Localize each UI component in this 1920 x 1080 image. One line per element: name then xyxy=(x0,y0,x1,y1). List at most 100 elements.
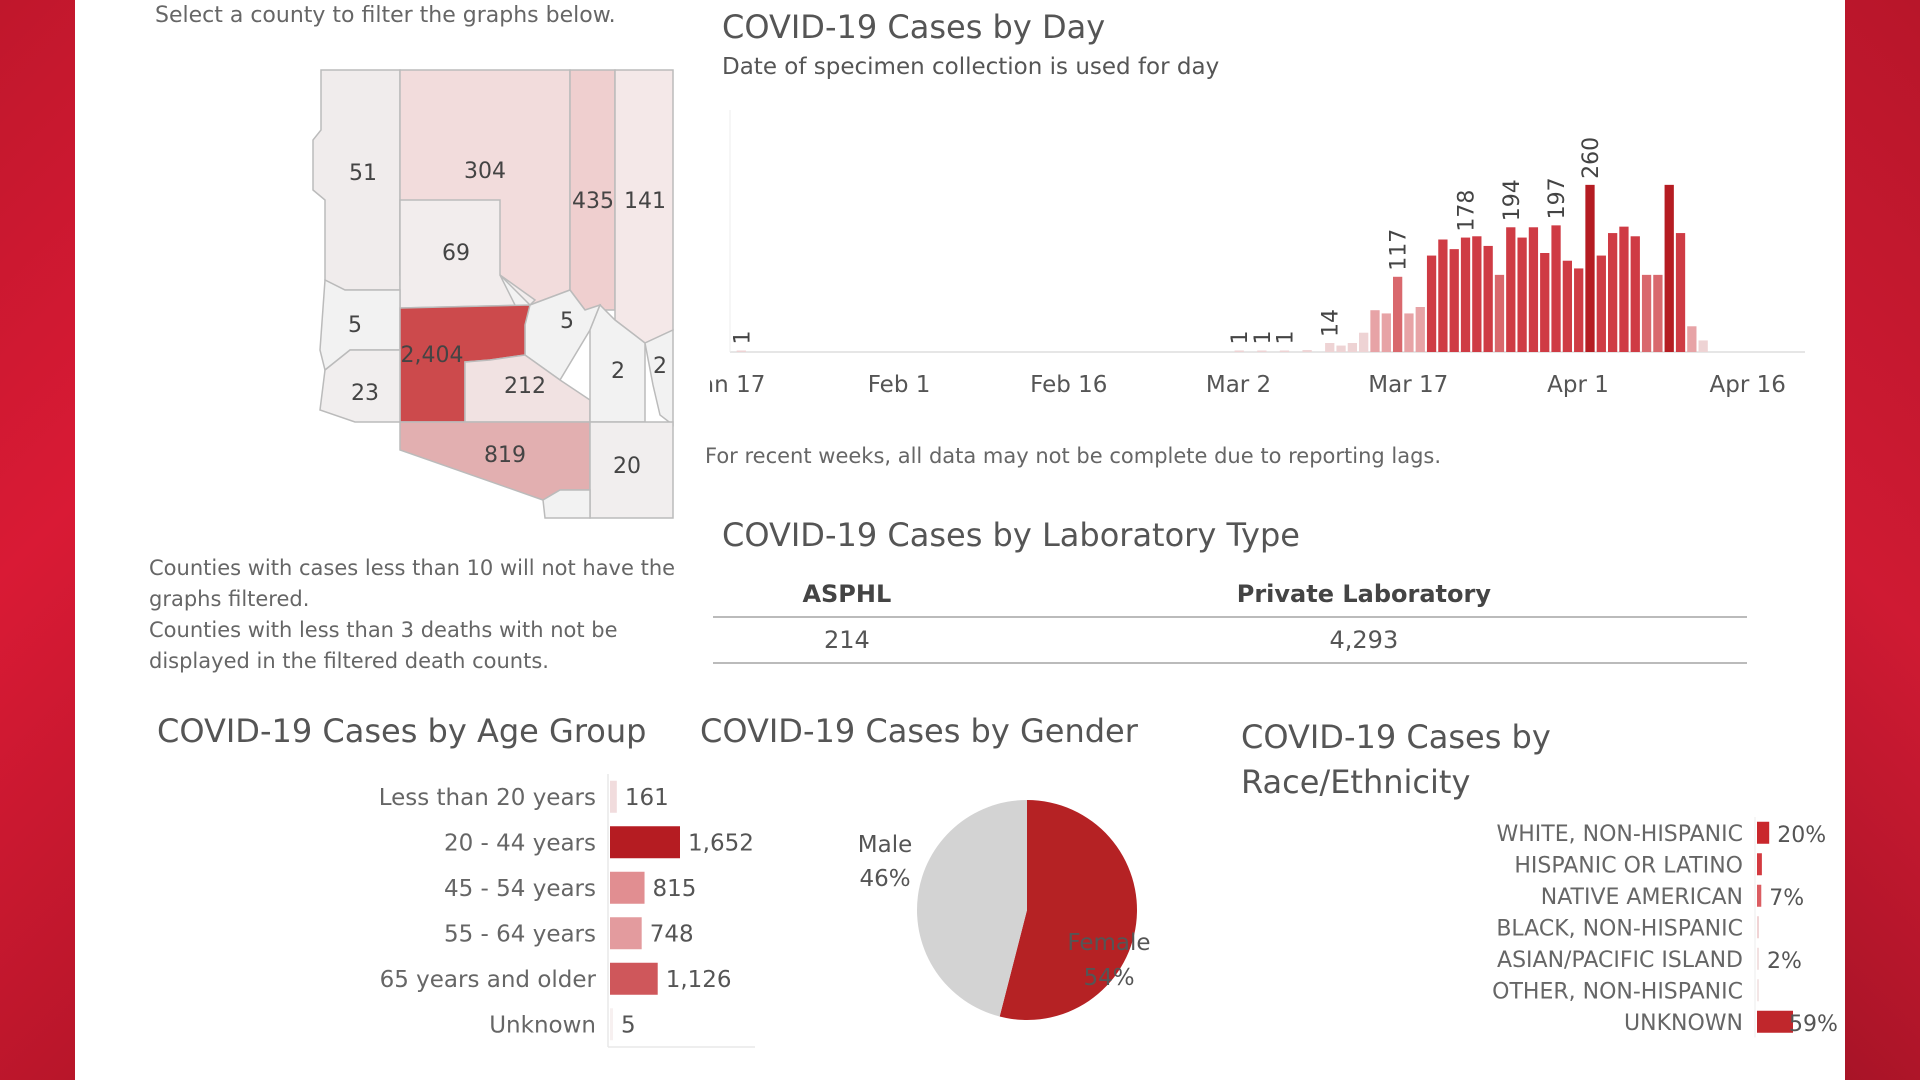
county-label: 2 xyxy=(611,359,625,384)
age-category-label: 55 - 64 years xyxy=(444,921,596,947)
county-santa-cruz[interactable] xyxy=(542,489,591,519)
daily-bar xyxy=(1619,226,1629,352)
daily-data-label: 1 xyxy=(730,331,755,345)
race-value-label: 59% xyxy=(1789,1012,1838,1037)
lab-value-asphl: 214 xyxy=(713,617,981,664)
county-label: 20 xyxy=(613,454,641,479)
map-instruction: Select a county to filter the graphs bel… xyxy=(155,3,616,28)
age-bar xyxy=(610,780,617,813)
county-label: 69 xyxy=(442,241,470,266)
race-value-label: 7% xyxy=(1769,886,1804,911)
daily-bar xyxy=(1517,237,1527,352)
daily-data-label: 260 xyxy=(1579,137,1604,179)
daily-bar xyxy=(1279,350,1290,352)
daily-bar xyxy=(1551,225,1561,352)
daily-chart-title: COVID-19 Cases by Day xyxy=(722,8,1106,46)
daily-footnote: For recent weeks, all data may not be co… xyxy=(705,444,1442,468)
gender-slice-male[interactable] xyxy=(916,800,1027,1017)
race-category-label: WHITE, NON-HISPANIC xyxy=(1497,822,1744,847)
daily-bar xyxy=(1574,268,1584,352)
daily-bar xyxy=(1687,326,1697,352)
daily-bar xyxy=(1257,350,1267,352)
daily-bar xyxy=(1472,236,1482,352)
age-category-label: 45 - 54 years xyxy=(444,876,596,902)
daily-bar xyxy=(1630,236,1640,352)
daily-bar xyxy=(1675,233,1686,352)
daily-bar xyxy=(1562,260,1573,352)
daily-tick-label: Apr 16 xyxy=(1710,372,1786,398)
age-value-label: 161 xyxy=(625,785,669,811)
age-category-label: 65 years and older xyxy=(380,967,597,993)
daily-bar xyxy=(1449,249,1459,352)
race-bar xyxy=(1757,853,1762,876)
daily-data-label: 1 xyxy=(1228,331,1253,345)
daily-data-label: 1 xyxy=(1251,331,1276,345)
daily-bar xyxy=(1460,237,1471,352)
age-value-label: 815 xyxy=(653,876,697,902)
county-label: 23 xyxy=(351,381,379,406)
race-category-label: HISPANIC OR LATINO xyxy=(1514,853,1743,878)
daily-tick-label: Mar 17 xyxy=(1368,372,1448,398)
daily-bar xyxy=(1302,350,1312,352)
daily-data-label: 197 xyxy=(1545,177,1570,219)
age-category-label: Less than 20 years xyxy=(379,785,596,811)
female-pct: 54% xyxy=(1083,965,1134,991)
daily-bar xyxy=(1381,313,1391,352)
daily-bar xyxy=(1664,184,1674,352)
daily-tick-label: Apr 1 xyxy=(1547,372,1609,398)
daily-bar xyxy=(1528,227,1539,352)
daily-bar xyxy=(1483,245,1493,352)
left-frame-band xyxy=(0,0,75,1080)
race-bar xyxy=(1757,916,1759,939)
daily-bar xyxy=(1336,345,1346,352)
daily-bar xyxy=(1438,239,1448,352)
age-bar xyxy=(610,1008,613,1041)
daily-bar xyxy=(1494,274,1505,352)
county-label: 304 xyxy=(464,159,506,184)
county-label: 212 xyxy=(504,374,546,399)
daily-bar xyxy=(1426,255,1437,352)
daily-chart-subtitle: Date of specimen collection is used for … xyxy=(722,54,1220,80)
daily-bar xyxy=(1607,233,1618,352)
daily-bar xyxy=(1506,227,1516,352)
daily-bar xyxy=(1347,343,1358,352)
daily-bar xyxy=(1370,310,1380,352)
age-bar xyxy=(610,826,680,859)
map-note-line: graphs filtered. xyxy=(149,587,310,611)
map-note-line: Counties with cases less than 10 will no… xyxy=(149,556,676,580)
daily-bar xyxy=(1641,274,1652,352)
daily-data-label: 117 xyxy=(1387,229,1412,271)
daily-bar xyxy=(1404,313,1414,352)
county-yuma[interactable] xyxy=(319,349,401,423)
county-graham[interactable] xyxy=(589,303,646,423)
daily-bar xyxy=(1392,276,1403,352)
race-bar xyxy=(1757,979,1759,1002)
gender-slice-female[interactable] xyxy=(999,800,1137,1020)
male-pct: 46% xyxy=(859,866,910,892)
map-note-line: displayed in the filtered death counts. xyxy=(149,649,549,673)
county-label: 5 xyxy=(560,309,574,334)
county-label: 2,404 xyxy=(401,343,464,368)
race-bar xyxy=(1757,884,1762,907)
daily-data-label: 1 xyxy=(1273,331,1298,345)
county-label: 141 xyxy=(624,189,666,214)
race-title: COVID-19 Cases by Race/Ethnicity xyxy=(1241,715,1551,805)
age-value-label: 748 xyxy=(650,921,694,947)
county-greenlee[interactable] xyxy=(644,328,674,427)
county-map[interactable]: 51 304 435 141 69 5 5 2,404 23 212 2 2 819 20 xyxy=(225,60,705,520)
daily-bar xyxy=(1585,184,1595,352)
county-label: 5 xyxy=(348,313,362,338)
daily-data-label: 194 xyxy=(1500,179,1525,221)
race-category-label: BLACK, NON-HISPANIC xyxy=(1496,916,1743,941)
age-value-label: 5 xyxy=(621,1012,636,1038)
county-cochise[interactable] xyxy=(589,421,674,519)
daily-bar xyxy=(1540,253,1550,352)
race-bar xyxy=(1757,947,1759,970)
daily-bar xyxy=(1596,255,1606,352)
race-bar xyxy=(1757,1010,1793,1033)
lab-header-private: Private Laboratory xyxy=(980,572,1747,618)
daily-bar xyxy=(1234,350,1244,352)
lab-table: ASPHL Private Laboratory 214 4,293 xyxy=(713,572,1747,664)
right-frame-band xyxy=(1845,0,1920,1080)
map-note-line: Counties with less than 3 deaths with no… xyxy=(149,618,618,642)
